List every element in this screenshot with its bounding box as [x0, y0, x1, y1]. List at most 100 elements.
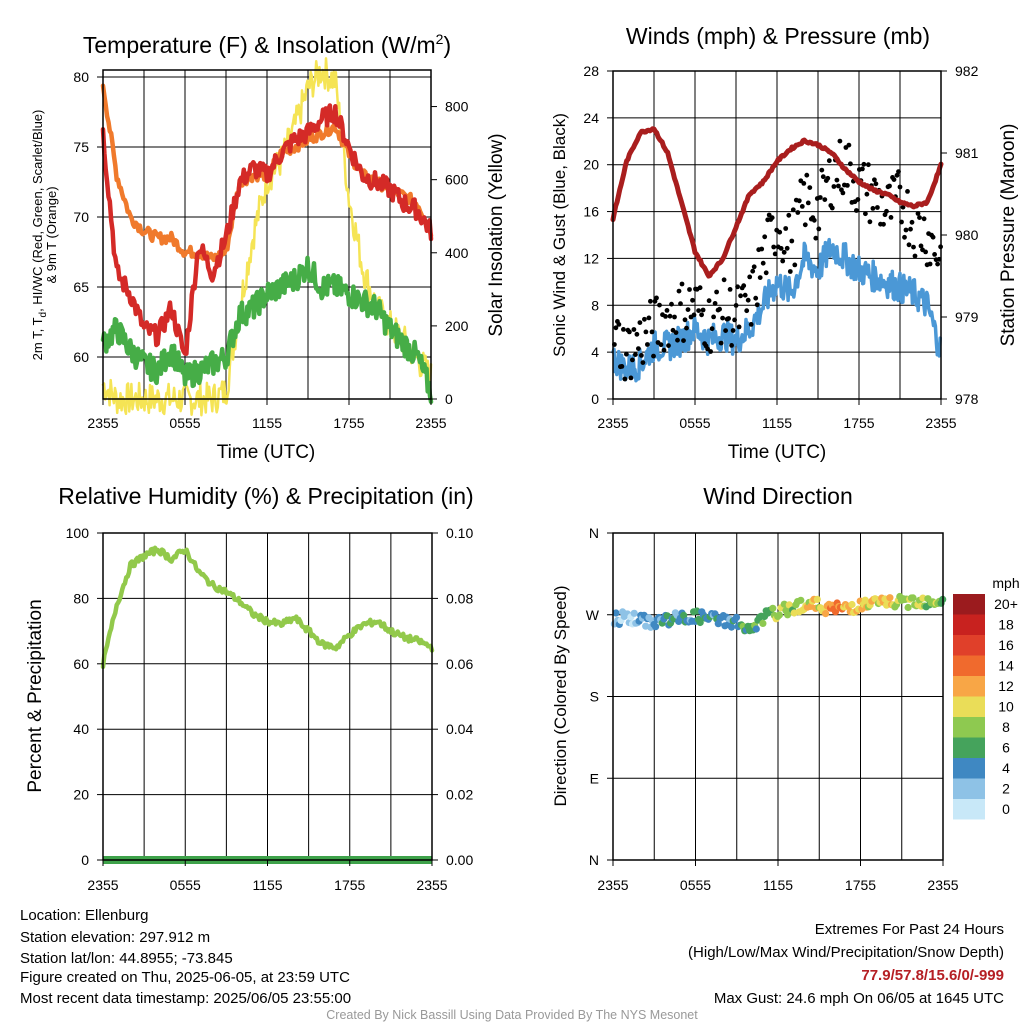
gust-point: [935, 261, 940, 267]
gust-point: [932, 252, 937, 257]
winds-title: Winds (mph) & Pressure (mb): [626, 23, 930, 49]
wind-direction-point: [680, 611, 688, 620]
gust-point: [666, 343, 671, 348]
gust-point: [854, 208, 859, 213]
rh-ytick-right: 0.00: [446, 852, 473, 868]
winds-ytick-right: 978: [955, 391, 979, 407]
wind-direction-title: Wind Direction: [703, 483, 853, 509]
rh-ytick-right: 0.04: [446, 721, 473, 737]
temp-2m-line: [100, 103, 434, 356]
gust-point: [633, 352, 638, 357]
temperature-panel: Temperature (F) & Insolation (W/m2) 60 65…: [30, 31, 507, 463]
winds-ytick-left: 4: [591, 344, 599, 360]
gust-point: [681, 338, 686, 343]
rh-ytick-right: 0.08: [446, 590, 473, 606]
gust-point: [730, 328, 736, 333]
speed-legend-label: 10: [998, 699, 1014, 715]
rh-xtick: 1755: [334, 877, 365, 893]
gust-point: [866, 162, 871, 168]
gust-point: [820, 174, 826, 180]
gust-point: [696, 308, 701, 313]
gust-point: [637, 320, 643, 325]
gust-point: [646, 315, 652, 321]
gust-point: [753, 295, 759, 301]
gust-point: [741, 283, 747, 289]
gust-point: [930, 234, 936, 240]
gust-point: [750, 268, 756, 274]
gust-point: [825, 175, 831, 181]
speed-legend-swatch: [953, 594, 985, 615]
extremes-values: 77.9/57.8/15.6/0/-999: [861, 967, 1004, 984]
gust-point: [805, 200, 811, 206]
gust-point: [642, 316, 647, 322]
gust-point: [870, 206, 876, 211]
speed-legend: 20+ 18 16 14 12 10 8 6 4 2 0: [953, 594, 1018, 820]
gust-point: [714, 289, 719, 295]
gust-point: [915, 211, 921, 216]
temperature-title: Temperature (F) & Insolation (W/m2): [83, 31, 451, 58]
winds-ytick-right: 979: [955, 309, 979, 325]
temperature-ylabel: 2m T, Td, HI/WC (Red, Green, Scarlet/Blu…: [30, 110, 59, 361]
gust-point: [855, 197, 861, 202]
gust-point: [861, 161, 867, 167]
speed-legend-swatch: [953, 717, 985, 738]
rh-xtick: 0555: [170, 877, 201, 893]
gust-point: [819, 167, 825, 173]
gust-point: [845, 183, 850, 188]
gust-point: [778, 246, 784, 251]
temp-xtick: 1755: [333, 415, 364, 431]
winds-ticks: 0 4 8 12 16 20 24 28 978 979 980 981 982 2355 0555 1155…: [583, 63, 978, 431]
gust-point: [754, 302, 760, 308]
wind-direction-point: [696, 618, 704, 627]
speed-legend-title: mph: [992, 575, 1019, 591]
temp-xtick: 1155: [252, 415, 282, 431]
gust-point: [720, 315, 725, 321]
gust-point: [905, 189, 910, 194]
gust-point: [867, 219, 873, 225]
footer-latlon: Station lat/lon: 44.8955; -73.845: [20, 950, 233, 967]
rh-xtick: 2355: [87, 877, 118, 893]
gust-point: [684, 325, 689, 331]
gust-point: [888, 215, 894, 220]
rh-ytick-left: 0: [81, 852, 89, 868]
wind-direction-point: [909, 594, 917, 602]
speed-legend-swatch: [953, 737, 985, 758]
gust-point: [648, 298, 653, 304]
gust-point: [690, 297, 695, 303]
gust-point: [906, 242, 912, 248]
wind-direction-point: [886, 594, 894, 602]
gust-point: [781, 249, 787, 255]
relative-humidity-line: [100, 545, 435, 670]
temp-ytick-right: 400: [445, 245, 469, 261]
gust-point: [771, 244, 777, 250]
gust-point: [872, 177, 877, 183]
insolation-ylabel: Solar Insolation (Yellow): [486, 133, 507, 336]
speed-legend-swatch: [953, 758, 985, 779]
speed-legend-label: 6: [1002, 740, 1010, 756]
gust-point: [896, 169, 901, 175]
wdir-xtick: 0555: [680, 877, 711, 893]
winds-panel: Winds (mph) & Pressure (mb) 0 4 8 12 16 20 24 2…: [550, 23, 1019, 463]
gust-point: [744, 308, 750, 314]
gust-point: [726, 316, 731, 321]
gust-point: [619, 364, 625, 369]
gust-point: [817, 195, 823, 200]
wind-direction-point: [848, 600, 856, 609]
wind-direction-point: [759, 619, 767, 628]
speed-legend-swatch: [953, 635, 985, 656]
gust-point: [732, 317, 737, 323]
gust-point: [887, 183, 892, 189]
gust-point: [745, 297, 751, 303]
wind-direction-point: [831, 608, 840, 616]
gust-point: [630, 357, 635, 363]
gust-point: [816, 226, 822, 232]
gust-point: [613, 325, 619, 331]
rh-xtick: 1155: [252, 877, 282, 893]
gust-point: [921, 216, 927, 222]
wind-direction-point: [861, 596, 869, 604]
gust-point: [672, 314, 677, 320]
gust-point: [917, 215, 922, 221]
winds-ytick-left: 12: [583, 250, 599, 266]
speed-legend-label: 12: [998, 678, 1014, 694]
